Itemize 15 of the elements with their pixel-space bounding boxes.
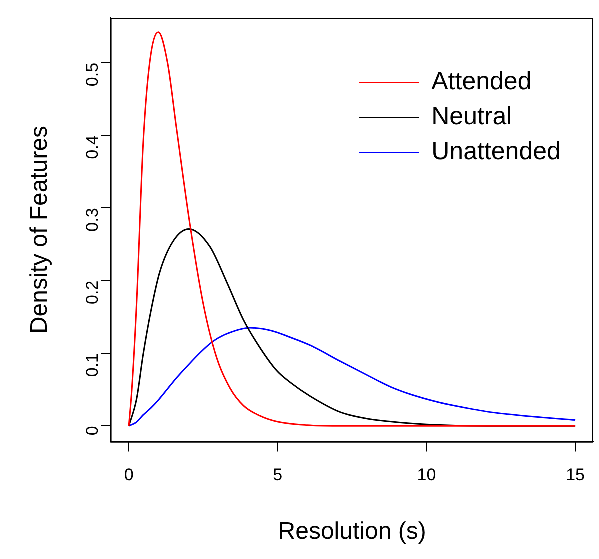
y-tick-label: 0	[82, 426, 102, 436]
x-axis-title: Resolution (s)	[278, 518, 426, 546]
y-tick-label: 0.1	[82, 353, 102, 378]
x-tick-label: 0	[124, 466, 134, 485]
y-tick-label: 0.2	[82, 280, 102, 304]
legend-label: Attended	[432, 68, 532, 96]
y-axis-title: Density of Features	[26, 126, 54, 334]
y-tick-label: 0.4	[82, 136, 102, 160]
y-tick-label: 0.5	[82, 62, 102, 87]
x-tick-label: 15	[566, 466, 586, 485]
legend-label: Neutral	[432, 102, 512, 131]
x-tick-label: 10	[417, 466, 436, 485]
y-tick-label: 0.3	[82, 208, 102, 232]
x-tick-label: 5	[273, 466, 283, 485]
legend-label: Unattended	[432, 138, 561, 166]
